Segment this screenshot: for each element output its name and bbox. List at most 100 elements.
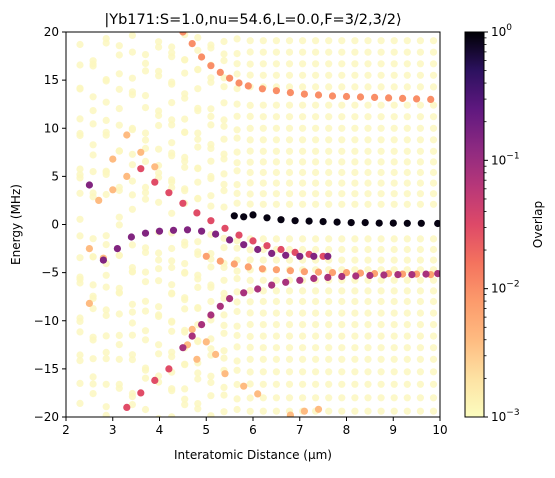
data-point: [207, 62, 215, 70]
background-point: [155, 43, 163, 51]
background-point: [115, 221, 123, 229]
background-point: [207, 412, 215, 417]
background-point: [207, 378, 215, 387]
background-point: [364, 136, 372, 144]
x-axis: 2 3 4 5 6 7 8 9 10: [62, 417, 448, 437]
background-point: [259, 179, 267, 187]
background-point: [233, 298, 241, 306]
data-point: [310, 252, 318, 260]
background-point: [416, 60, 424, 68]
background-point: [272, 332, 280, 340]
background-point: [246, 320, 254, 329]
background-point: [364, 200, 372, 208]
background-point: [259, 158, 267, 166]
background-point: [299, 124, 307, 132]
background-point: [285, 83, 294, 91]
background-point: [338, 309, 346, 317]
background-point: [285, 380, 294, 388]
background-point: [194, 195, 202, 203]
data-point: [226, 74, 234, 82]
background-point: [416, 245, 424, 254]
background-point: [325, 37, 333, 45]
background-point: [416, 355, 424, 363]
background-point: [299, 190, 307, 198]
background-point: [272, 407, 280, 415]
data-point: [286, 411, 294, 417]
background-point: [233, 267, 241, 275]
background-point: [194, 46, 202, 54]
background-point: [141, 336, 150, 344]
background-point: [416, 321, 424, 329]
data-point: [272, 266, 280, 274]
background-point: [403, 355, 411, 363]
background-point: [429, 287, 438, 295]
data-point: [291, 217, 299, 225]
background-point: [351, 407, 359, 415]
background-point: [128, 124, 136, 132]
background-point: [155, 198, 163, 206]
background-point: [403, 266, 411, 274]
background-point: [207, 140, 215, 149]
data-point: [328, 269, 337, 277]
background-point: [390, 60, 398, 68]
background-point: [325, 368, 333, 376]
background-point: [403, 83, 411, 91]
background-point: [155, 341, 163, 349]
background-point: [285, 179, 294, 187]
background-point: [312, 200, 320, 208]
background-point: [390, 101, 398, 109]
background-point: [102, 311, 110, 320]
background-point: [416, 235, 424, 243]
background-point: [403, 147, 411, 155]
background-point: [299, 168, 307, 177]
background-point: [246, 168, 254, 177]
background-point: [351, 60, 359, 68]
background-point: [233, 112, 241, 120]
background-point: [364, 101, 372, 109]
background-point: [233, 380, 241, 389]
background-point: [377, 276, 385, 284]
background-point: [272, 321, 280, 329]
background-point: [299, 332, 307, 340]
background-point: [181, 328, 189, 336]
background-point: [259, 101, 267, 109]
background-point: [246, 298, 254, 306]
background-point: [364, 190, 372, 198]
background-point: [102, 271, 110, 279]
background-point: [351, 37, 359, 45]
background-point: [76, 328, 84, 336]
background-point: [259, 332, 267, 340]
background-point: [429, 124, 438, 132]
background-point: [272, 37, 280, 45]
background-point: [141, 195, 150, 203]
background-point: [338, 368, 346, 376]
background-point: [364, 179, 372, 187]
colorbar-axis: 100 10−1 10−2 10−3: [484, 23, 520, 424]
background-point: [312, 332, 320, 340]
background-point: [246, 48, 254, 56]
background-point: [285, 355, 294, 363]
data-point: [202, 252, 210, 260]
background-point: [128, 205, 136, 213]
background-point: [259, 200, 267, 208]
background-point: [377, 179, 385, 187]
background-point: [233, 159, 241, 167]
background-point: [416, 48, 424, 56]
background-point: [259, 136, 267, 144]
background-point: [416, 158, 424, 166]
background-point: [312, 309, 320, 317]
background-point: [233, 50, 241, 58]
background-point: [115, 289, 123, 297]
background-point: [390, 368, 398, 376]
data-point: [179, 344, 187, 352]
data-point: [202, 338, 210, 346]
data-point: [151, 376, 159, 384]
background-point: [233, 60, 241, 68]
background-point: [338, 190, 346, 198]
background-point: [233, 126, 241, 134]
background-point: [377, 309, 385, 317]
background-point: [338, 407, 346, 415]
background-point: [155, 277, 163, 285]
background-point: [128, 308, 136, 316]
data-point: [254, 245, 262, 254]
